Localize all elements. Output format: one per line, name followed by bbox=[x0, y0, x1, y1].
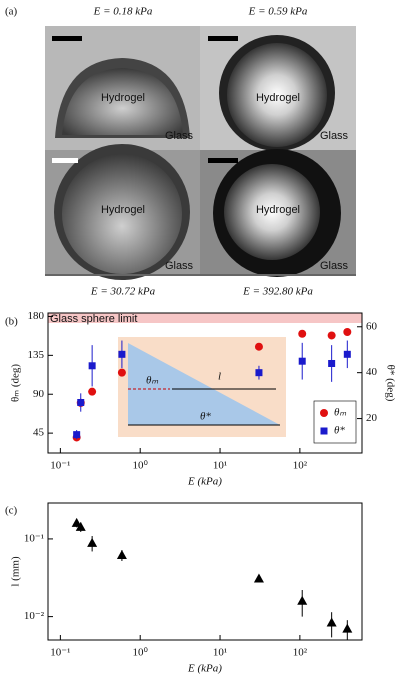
point bbox=[320, 409, 328, 417]
droplet bbox=[62, 154, 182, 274]
point bbox=[327, 331, 336, 340]
photo-caption: E = 0.59 kPa bbox=[248, 6, 308, 18]
point bbox=[297, 595, 308, 605]
y-tick-label: 135 bbox=[28, 349, 45, 361]
substrate-label: Glass bbox=[165, 130, 194, 142]
x-tick-label: 10² bbox=[293, 647, 308, 659]
band-label: Glass sphere limit bbox=[50, 313, 137, 325]
point bbox=[342, 623, 353, 633]
plot-frame bbox=[47, 502, 363, 641]
scale-bar bbox=[208, 36, 238, 41]
photo-caption: E = 392.80 kPa bbox=[242, 286, 313, 298]
point bbox=[75, 521, 86, 531]
y-tick-label: 180 bbox=[28, 310, 45, 322]
inset-label: θₘ bbox=[146, 375, 158, 387]
x-axis-label: E (kPa) bbox=[187, 663, 222, 675]
panel-label: (c) bbox=[5, 505, 18, 517]
substrate-label: Glass bbox=[320, 260, 349, 272]
hydrogel-label: Hydrogel bbox=[101, 92, 145, 104]
point bbox=[71, 517, 82, 527]
limit-band bbox=[48, 313, 362, 323]
point bbox=[118, 350, 126, 358]
point bbox=[343, 350, 351, 358]
point bbox=[255, 369, 263, 377]
plot-frame bbox=[47, 312, 363, 454]
scale-bar bbox=[52, 158, 78, 163]
panel-label: (b) bbox=[5, 316, 18, 328]
point bbox=[73, 431, 81, 439]
scale-bar bbox=[52, 36, 82, 41]
hydrogel-label: Hydrogel bbox=[256, 92, 300, 104]
droplet bbox=[62, 68, 183, 135]
x-tick-label: 10⁰ bbox=[132, 460, 148, 472]
substrate-label: Glass bbox=[165, 260, 194, 272]
inset-label: θ* bbox=[200, 411, 211, 423]
hydrogel-label: Hydrogel bbox=[256, 204, 300, 216]
hydrogel-label: Hydrogel bbox=[101, 204, 145, 216]
droplet bbox=[227, 43, 327, 147]
y-axis-label: θₘ (deg) bbox=[10, 364, 22, 402]
point bbox=[320, 427, 328, 435]
y2-axis-label: θ* (deg) bbox=[384, 365, 396, 402]
scale-bar bbox=[208, 158, 238, 163]
x-tick-label: 10⁻¹ bbox=[50, 647, 70, 659]
inset-label: l bbox=[218, 371, 221, 383]
point bbox=[253, 573, 264, 583]
x-tick-label: 10¹ bbox=[213, 460, 227, 472]
point bbox=[116, 550, 127, 560]
point bbox=[77, 399, 85, 407]
point bbox=[254, 342, 263, 351]
point bbox=[343, 328, 352, 337]
point bbox=[298, 357, 306, 365]
point bbox=[87, 537, 98, 547]
x-axis-label: E (kPa) bbox=[187, 476, 222, 488]
point bbox=[328, 359, 336, 367]
legend-box bbox=[313, 400, 357, 444]
legend-label: θₘ bbox=[334, 407, 346, 419]
x-tick-label: 10⁰ bbox=[132, 647, 148, 659]
x-tick-label: 10⁻¹ bbox=[50, 460, 70, 472]
y-tick-label: 10⁻² bbox=[24, 610, 45, 622]
point bbox=[298, 329, 307, 338]
point bbox=[326, 617, 337, 627]
photo-caption: E = 30.72 kPa bbox=[90, 286, 156, 298]
x-tick-label: 10² bbox=[293, 460, 308, 472]
y-axis-label: l (mm) bbox=[10, 556, 22, 587]
photo-grid bbox=[45, 26, 356, 280]
y-tick-label: 90 bbox=[33, 388, 45, 400]
y2-tick-label: 40 bbox=[366, 366, 378, 378]
y2-tick-label: 20 bbox=[366, 412, 378, 424]
y2-tick-label: 60 bbox=[366, 320, 378, 332]
y-tick-label: 45 bbox=[33, 427, 45, 439]
point bbox=[117, 368, 126, 377]
point bbox=[88, 362, 96, 370]
legend-label: θ* bbox=[334, 425, 345, 437]
x-tick-label: 10¹ bbox=[213, 647, 227, 659]
y-tick-label: 10⁻¹ bbox=[24, 532, 44, 544]
droplet bbox=[224, 164, 320, 260]
point bbox=[88, 387, 97, 396]
inset-drop bbox=[128, 343, 280, 425]
substrate-label: Glass bbox=[320, 130, 349, 142]
photo-caption: E = 0.18 kPa bbox=[93, 6, 153, 18]
panel-label: (a) bbox=[5, 6, 18, 18]
